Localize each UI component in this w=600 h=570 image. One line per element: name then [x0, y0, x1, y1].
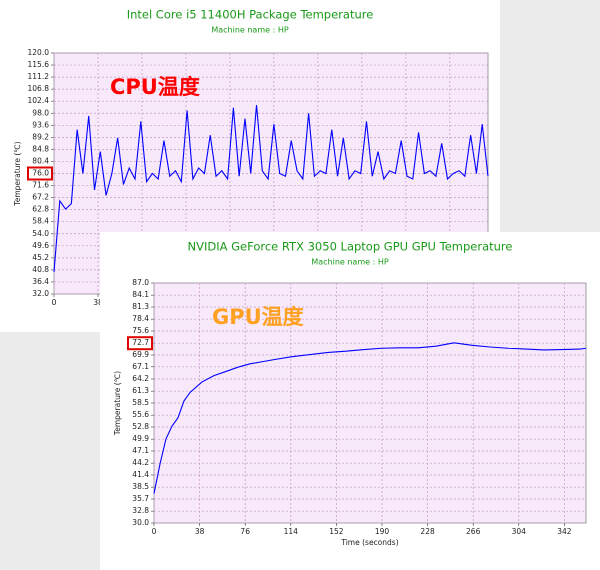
y-tick-label: 41.4 [132, 470, 149, 479]
x-tick-label: 190 [375, 527, 390, 536]
y-tick-label: 84.1 [132, 290, 149, 299]
y-tick-label: 49.6 [32, 241, 49, 250]
y-tick-label: 120.0 [28, 48, 50, 57]
y-tick-label: 55.6 [132, 410, 149, 419]
y-tick-label: 58.5 [132, 398, 149, 407]
chart-panel: NVIDIA GeForce RTX 3050 Laptop GPU GPU T… [100, 232, 600, 570]
y-tick-label: 40.8 [32, 265, 49, 274]
data-line [53, 104, 489, 273]
y-tick-label: 111.2 [28, 72, 50, 81]
x-tick-label: 114 [284, 527, 299, 536]
y-tick-label: 44.2 [132, 458, 149, 467]
x-tick-label: 152 [329, 527, 344, 536]
y-tick-label: 52.8 [132, 422, 149, 431]
x-tick-label: 0 [152, 527, 157, 536]
y-tick-label: 35.7 [132, 494, 149, 503]
x-tick-label: 228 [420, 527, 435, 536]
y-tick-label: 47.1 [132, 446, 149, 455]
x-axis-label: Time (seconds) [340, 538, 398, 547]
chart-subtitle: Machine name : HP [311, 258, 389, 267]
y-tick-label: 61.3 [132, 386, 149, 395]
y-axis-label: Temperature (℃) [113, 371, 122, 436]
y-tick-label: 58.4 [32, 217, 49, 226]
x-tick-label: 0 [52, 298, 57, 307]
y-axis-label: Temperature (℃) [13, 141, 22, 206]
y-tick-label: 115.6 [28, 60, 50, 69]
y-tick-label: 78.4 [132, 314, 149, 323]
y-tick-label: 45.2 [32, 253, 49, 262]
y-tick-label: 87.0 [132, 278, 149, 287]
chart-title: Intel Core i5 11400H Package Temperature [127, 8, 374, 22]
y-tick-label: 30.0 [132, 518, 149, 527]
x-tick-label: 266 [466, 527, 481, 536]
y-tick-label: 64.2 [132, 374, 149, 383]
tick-highlight [127, 336, 153, 351]
y-tick-label: 67.1 [132, 362, 149, 371]
x-tick-label: 342 [557, 527, 572, 536]
y-tick-label: 69.9 [132, 350, 149, 359]
y-tick-label: 32.0 [32, 289, 49, 298]
x-tick-label: 38 [195, 527, 205, 536]
y-tick-label: 98.0 [32, 108, 49, 117]
y-tick-label: 49.9 [132, 434, 149, 443]
x-tick-label: 38 [93, 298, 103, 307]
y-tick-label: 62.8 [32, 205, 49, 214]
y-tick-label: 84.8 [32, 144, 49, 153]
y-tick-label: 102.4 [28, 96, 50, 105]
y-tick-label: 38.5 [132, 482, 149, 491]
annotation: GPU温度 [212, 305, 304, 329]
y-tick-label: 81.3 [132, 302, 149, 311]
y-tick-label: 67.2 [32, 193, 49, 202]
y-tick-label: 32.8 [132, 506, 149, 515]
y-tick-label: 93.6 [32, 120, 49, 129]
y-tick-label: 76.0 [32, 169, 49, 178]
y-tick-label: 54.0 [32, 229, 49, 238]
chart-subtitle: Machine name : HP [211, 26, 289, 35]
chart-title: NVIDIA GeForce RTX 3050 Laptop GPU GPU T… [188, 240, 513, 254]
x-tick-label: 304 [512, 527, 527, 536]
y-tick-label: 80.4 [32, 156, 49, 165]
data-line [153, 342, 587, 494]
y-tick-label: 72.7 [132, 338, 149, 347]
y-tick-label: 71.6 [32, 181, 49, 190]
y-tick-label: 106.8 [28, 84, 50, 93]
y-tick-label: 36.4 [32, 277, 49, 286]
x-tick-label: 76 [240, 527, 250, 536]
y-tick-label: 75.6 [132, 326, 149, 335]
annotation: CPU温度 [110, 75, 200, 99]
y-tick-label: 89.2 [32, 132, 49, 141]
tick-highlight [27, 166, 53, 181]
